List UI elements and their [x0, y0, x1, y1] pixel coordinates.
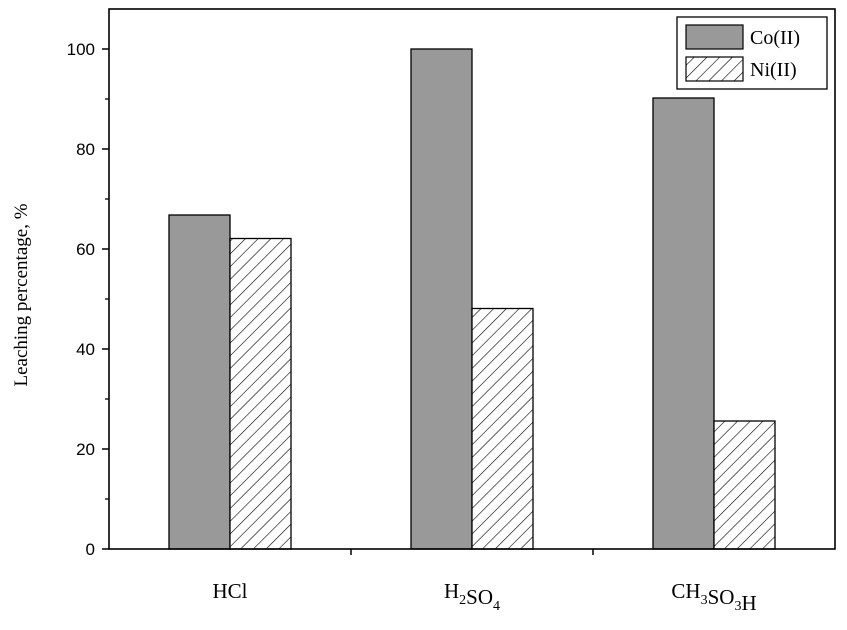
x-category-label: HCl	[212, 579, 247, 603]
legend: Co(II) Ni(II)	[676, 16, 828, 90]
x-category-label: CH3SO3H	[671, 579, 756, 615]
y-tick-label: 0	[86, 540, 95, 559]
bar-niii-h2so4	[471, 307, 534, 550]
y-axis-label: Leaching percentage, %	[11, 203, 32, 386]
bar-coii-hcl	[168, 214, 231, 550]
bars-layer	[168, 48, 776, 550]
legend-swatch-coii	[685, 24, 744, 50]
x-category-label: H2SO4	[444, 579, 500, 614]
plot-frame	[108, 8, 836, 550]
bar-coii-ch3so3h	[652, 97, 715, 550]
legend-swatch-niii	[685, 56, 744, 82]
y-tick-label: 100	[67, 40, 95, 59]
bar-niii-hcl	[229, 237, 292, 550]
legend-label-niii: Ni(II)	[750, 59, 797, 81]
axis-layer: 0 20 40 60 80 100 HCl H2SO4 CH3SO3H	[67, 40, 757, 615]
y-tick-label: 20	[76, 440, 95, 459]
bar-niii-ch3so3h	[713, 420, 776, 550]
legend-label-coii: Co(II)	[750, 27, 800, 49]
y-tick-label: 80	[76, 140, 95, 159]
bar-coii-h2so4	[410, 48, 473, 550]
y-tick-label: 60	[76, 240, 95, 259]
y-tick-label: 40	[76, 340, 95, 359]
